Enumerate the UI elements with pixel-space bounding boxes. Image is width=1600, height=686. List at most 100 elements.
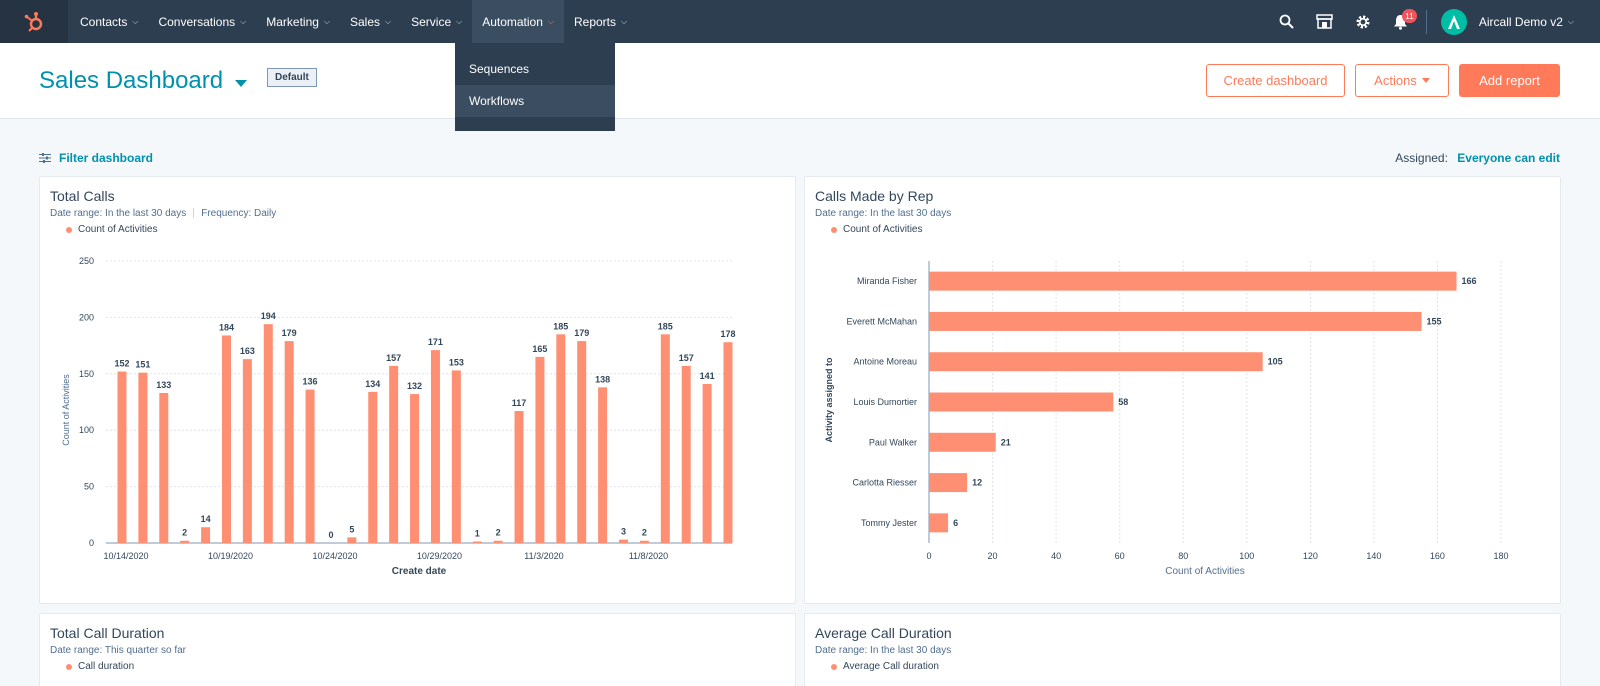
bar xyxy=(929,311,1422,331)
account-menu[interactable]: Aircall Demo v2 ⌵ xyxy=(1440,8,1574,35)
x-tick-label: 10/14/2020 xyxy=(103,551,148,561)
nav-item-label: Reports xyxy=(573,14,617,29)
menu-item-sequences[interactable]: Sequences xyxy=(469,62,530,76)
x-tick-label: 60 xyxy=(1115,551,1125,561)
y-axis-label: Activity assigned to xyxy=(824,357,834,443)
chevron-down-icon: ⌵ xyxy=(132,16,139,26)
x-tick-label: 40 xyxy=(1051,551,1061,561)
bar-data-label: 12 xyxy=(972,478,982,488)
total-calls-card: Total Calls Date range: In the last 30 d… xyxy=(39,176,796,604)
bar xyxy=(389,365,399,543)
nav-item-automation[interactable]: Automation ⌵ xyxy=(472,0,564,43)
chart-legend: Count of Activities xyxy=(66,224,157,235)
bar-data-label: 2 xyxy=(496,528,501,538)
bar xyxy=(929,392,1114,412)
card-subtitle: Date range: In the last 30 days xyxy=(815,208,951,219)
assigned-value-link[interactable]: Everyone can edit xyxy=(1457,151,1560,165)
y-tick-label: Everett McMahan xyxy=(846,316,917,326)
page-title: Sales Dashboard xyxy=(39,67,224,94)
dashboard-selector[interactable]: Sales Dashboard xyxy=(39,67,248,95)
date-range: Date range: In the last 30 days xyxy=(815,208,952,219)
x-axis-label: Count of Activities xyxy=(1165,566,1244,577)
notifications-icon[interactable]: 11 xyxy=(1382,0,1420,43)
marketplace-icon[interactable] xyxy=(1306,0,1344,43)
x-tick-label: 80 xyxy=(1178,551,1188,561)
bar-data-label: 157 xyxy=(679,353,694,363)
total-calls-chart: 05010015020025015210/14/2020151133214184… xyxy=(61,256,736,577)
bar-data-label: 105 xyxy=(1268,357,1283,367)
bar-data-label: 152 xyxy=(114,359,129,369)
y-tick-label: 50 xyxy=(84,482,94,492)
chevron-down-icon: ⌵ xyxy=(456,16,463,26)
create-dashboard-button[interactable]: Create dashboard xyxy=(1206,64,1345,97)
subtitle-separator xyxy=(193,208,195,219)
bar xyxy=(577,341,587,543)
chevron-down-icon: ⌵ xyxy=(323,16,330,26)
bar-data-label: 3 xyxy=(621,527,626,537)
add-report-button[interactable]: Add report xyxy=(1459,64,1560,97)
caret-down-icon xyxy=(1421,78,1430,83)
card-title[interactable]: Total Call Duration xyxy=(50,625,165,641)
bar-data-label: 5 xyxy=(349,524,354,534)
nav-item-reports[interactable]: Reports ⌵ xyxy=(564,0,637,43)
x-tick-label: 0 xyxy=(926,551,931,561)
x-tick-label: 100 xyxy=(1239,551,1254,561)
bar-data-label: 155 xyxy=(1427,316,1442,326)
y-tick-label: 200 xyxy=(79,312,94,322)
chart-legend: Count of Activities xyxy=(831,224,922,235)
bar xyxy=(598,387,608,543)
y-tick-label: Louis Dumortier xyxy=(853,397,917,407)
card-title[interactable]: Average Call Duration xyxy=(815,625,952,641)
actions-button[interactable]: Actions xyxy=(1355,64,1449,97)
bar xyxy=(284,341,294,543)
bar-data-label: 166 xyxy=(1462,276,1477,286)
account-avatar xyxy=(1440,8,1467,35)
legend-label: Count of Activities xyxy=(843,224,923,235)
y-tick-label: 0 xyxy=(89,538,94,548)
filter-dashboard-button[interactable]: Filter dashboard xyxy=(39,151,153,165)
nav-item-marketing[interactable]: Marketing ⌵ xyxy=(256,0,340,43)
bar xyxy=(514,411,524,543)
bar xyxy=(180,540,190,543)
bar-data-label: 21 xyxy=(1001,437,1011,447)
account-name: Aircall Demo v2 xyxy=(1478,14,1563,29)
settings-icon[interactable] xyxy=(1344,0,1382,43)
x-tick-label: 160 xyxy=(1430,551,1445,561)
bar xyxy=(702,383,712,543)
bar-data-label: 178 xyxy=(720,329,735,339)
bar xyxy=(556,334,566,543)
nav-divider xyxy=(1425,9,1427,34)
menu-item-workflows[interactable]: Workflows xyxy=(455,85,615,117)
legend-dot xyxy=(831,663,837,670)
chart-legend: Average Call duration xyxy=(831,661,939,672)
x-tick-label: 10/19/2020 xyxy=(208,551,253,561)
frequency: Frequency: Daily xyxy=(201,208,277,219)
hubspot-logo-icon[interactable] xyxy=(0,0,68,43)
bar-data-label: 153 xyxy=(449,357,464,367)
legend-dot xyxy=(831,226,837,233)
y-tick-label: Miranda Fisher xyxy=(857,276,917,286)
bar xyxy=(347,537,357,543)
nav-item-contacts[interactable]: Contacts ⌵ xyxy=(70,0,148,43)
bar xyxy=(929,432,996,452)
nav-item-sales[interactable]: Sales ⌵ xyxy=(340,0,401,43)
legend-dot xyxy=(66,226,72,233)
bar xyxy=(368,391,378,543)
bar-data-label: 151 xyxy=(135,360,150,370)
nav-item-service[interactable]: Service ⌵ xyxy=(401,0,472,43)
calls-by-rep-chart: 0 20 40 60 80 100 120 140 160 180 Miranda Fisher 16… xyxy=(824,261,1509,577)
card-title[interactable]: Total Calls xyxy=(50,188,115,204)
card-title[interactable]: Calls Made by Rep xyxy=(815,188,934,204)
search-icon[interactable] xyxy=(1268,0,1306,43)
nav-item-conversations[interactable]: Conversations ⌵ xyxy=(148,0,256,43)
bar-data-label: 165 xyxy=(532,344,547,354)
x-tick-label: 120 xyxy=(1303,551,1318,561)
nav-item-label: Sales xyxy=(350,14,381,29)
card-subtitle: Date range: This quarter so far xyxy=(50,645,186,656)
date-range: Date range: In the last 30 days xyxy=(815,645,952,656)
bar xyxy=(929,473,968,493)
y-tick-label: Tommy Jester xyxy=(861,518,917,528)
legend-label: Call duration xyxy=(78,661,135,672)
bar xyxy=(493,540,503,543)
bar-data-label: 184 xyxy=(219,322,234,332)
